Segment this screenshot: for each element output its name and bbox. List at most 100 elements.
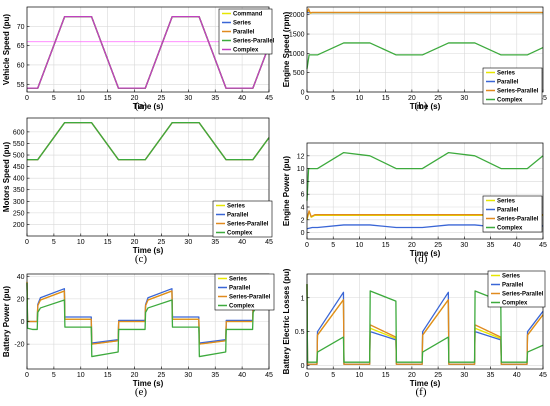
panel-label: (f) [416, 386, 427, 398]
series-line-complex [26, 283, 270, 358]
x-tick-label: 30 [184, 95, 192, 102]
x-tick-label: 35 [211, 372, 219, 379]
legend-box [214, 273, 275, 311]
y-tick-label: 70 [17, 24, 25, 31]
legend-label: Complex [497, 98, 523, 104]
x-tick-label: 45 [265, 95, 273, 102]
x-tick-label: 0 [25, 239, 29, 246]
x-tick-label: 15 [382, 95, 390, 102]
legend-label: Command [233, 12, 263, 18]
x-tick-label: 10 [356, 242, 364, 249]
x-tick-label: 10 [77, 95, 85, 102]
legend-label: Series [497, 199, 516, 205]
panel-label: (c) [135, 253, 148, 265]
plot-frame [306, 6, 544, 93]
chart-panel-c: 0 5 10 15 20 25 30 35 40 45 200 250 300 350 400 450 500 5… [2, 117, 273, 265]
chart-panel-b: 0510152025303540450500100015002000Time (… [282, 6, 547, 112]
panel-label: (a) [135, 100, 148, 112]
y-tick-label: 200 [13, 222, 25, 229]
x-tick-label: 5 [52, 239, 56, 246]
panel-label: (b) [415, 100, 428, 112]
legend-label: Parallel [497, 208, 519, 214]
series-line-series-parallel [306, 8, 543, 14]
x-tick-label: 5 [331, 372, 335, 379]
legend-label: Complex [502, 301, 528, 307]
legend: Command Series Parallel Series-Parallel Comp… [218, 8, 275, 55]
x-tick-label: 45 [539, 372, 547, 379]
y-tick-label: 12 [297, 153, 305, 160]
x-tick-label: 10 [77, 372, 85, 379]
x-tick-label: 15 [382, 372, 390, 379]
legend-label: Complex [497, 226, 523, 232]
y-tick-label: 4 [301, 205, 305, 212]
x-axis-title: Time (s) [410, 379, 441, 388]
x-tick-label: 15 [382, 242, 390, 249]
y-axis-title: Battery Electric Losses (pu) [282, 268, 291, 374]
x-tick-label: 45 [539, 242, 547, 249]
legend-label: Series-Parallel [497, 89, 539, 95]
legend-label: Parallel [227, 213, 249, 219]
chart-panel-e: 0 5 10 15 20 25 30 35 40 45 -20 0 20 40 Time (s) Batter… [2, 273, 275, 398]
x-tick-label: 25 [158, 239, 166, 246]
x-tick-label: 5 [331, 95, 335, 102]
plot-frame [26, 117, 270, 237]
y-tick-label: 2 [301, 217, 305, 224]
y-tick-label: 500 [13, 153, 25, 160]
x-tick-label: 15 [104, 239, 112, 246]
x-tick-label: 5 [52, 372, 56, 379]
x-tick-label: 40 [513, 372, 521, 379]
legend: Series Parallel Series-Parallel Complex [482, 67, 543, 105]
legend-label: Series-Parallel [233, 39, 275, 45]
legend-box [482, 195, 543, 233]
chart-panel-d: 0 5 10 15 20 25 30 35 40 45 0 2 4 6 8 10 12 Time (s) Engin… [282, 142, 547, 265]
x-tick-label: 20 [131, 239, 139, 246]
y-tick-label: 500 [293, 70, 305, 77]
legend-label: Series-Parallel [502, 292, 544, 298]
legend-label: Series [227, 204, 246, 210]
y-axis-title: Engine Power (pu) [282, 156, 291, 227]
x-tick-label: 0 [305, 95, 309, 102]
x-tick-label: 5 [331, 242, 335, 249]
x-tick-label: 35 [211, 95, 219, 102]
x-tick-label: 20 [408, 242, 416, 249]
legend-label: Parallel [497, 80, 519, 86]
x-tick-label: 20 [408, 95, 416, 102]
y-tick-label: 40 [17, 274, 25, 281]
y-tick-label: 350 [13, 187, 25, 194]
y-tick-label: 10 [297, 166, 305, 173]
x-tick-label: 35 [487, 372, 495, 379]
y-tick-label: 0 [301, 230, 305, 237]
x-tick-label: 10 [356, 372, 364, 379]
x-tick-label: 0 [25, 95, 29, 102]
series-line-series-parallel [306, 210, 543, 219]
plot-frame [306, 273, 544, 370]
x-tick-label: 25 [158, 372, 166, 379]
x-axis-title: Time (s) [133, 102, 164, 111]
x-tick-label: 10 [77, 239, 85, 246]
x-tick-label: 40 [238, 239, 246, 246]
x-tick-label: 45 [539, 95, 547, 102]
legend-label: Series-Parallel [229, 295, 271, 301]
x-tick-label: 20 [408, 372, 416, 379]
x-axis-title: Time (s) [133, 246, 164, 255]
x-tick-label: 40 [513, 242, 521, 249]
legend: Series Parallel Series-Parallel Complex [212, 200, 273, 238]
y-tick-label: 1000 [289, 51, 305, 58]
panel-label: (d) [415, 253, 428, 265]
legend-label: Series [229, 277, 248, 283]
series-line-complex [27, 121, 270, 161]
x-tick-label: 0 [305, 372, 309, 379]
x-tick-label: 30 [460, 95, 468, 102]
y-axis-title: Engine Speed (rpm) [282, 11, 291, 87]
y-tick-label: 0.5 [295, 329, 305, 336]
y-tick-label: 20 [17, 296, 25, 303]
x-tick-label: 30 [184, 372, 192, 379]
panel-label: (e) [135, 386, 148, 398]
y-tick-label: 400 [13, 176, 25, 183]
legend-label: Complex [233, 48, 259, 54]
x-tick-label: 30 [184, 239, 192, 246]
legend-label: Complex [227, 231, 253, 237]
x-tick-label: 15 [104, 95, 112, 102]
x-tick-label: 35 [487, 242, 495, 249]
legend: Series Parallel Series-Parallel Complex [487, 270, 546, 308]
